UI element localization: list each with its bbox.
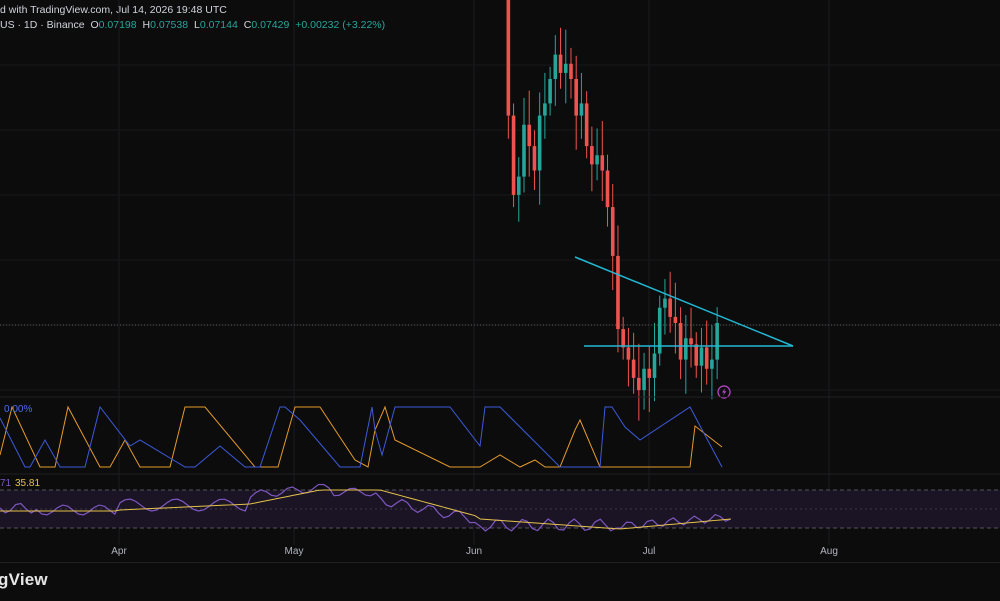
- rsi-line: [0, 483, 732, 532]
- candle-body: [626, 347, 631, 360]
- candle-body: [506, 0, 511, 116]
- candle-body: [710, 359, 714, 369]
- candle-body: [522, 124, 526, 177]
- candle-body: [678, 323, 683, 360]
- brand-logo-text: gView: [0, 570, 48, 589]
- footer-bar: [0, 562, 1000, 601]
- x-tick-apr: Apr: [111, 546, 127, 557]
- close-label: C: [243, 19, 252, 31]
- x-tick-aug: Aug: [820, 546, 838, 557]
- open-label: O: [90, 19, 99, 31]
- oscillator-blue-line: [0, 405, 723, 468]
- high-value: 0.07538: [150, 19, 189, 31]
- candle-body: [532, 146, 537, 171]
- grid-lines: [0, 0, 1000, 545]
- symbol-name[interactable]: US · 1D · Binance: [0, 19, 85, 31]
- change-value: +0.00232 (+3.22%): [295, 19, 386, 31]
- candle-body: [673, 316, 678, 323]
- low-label: L: [194, 19, 200, 31]
- candlesticks: [506, 0, 719, 421]
- lightning-circle-icon[interactable]: [717, 385, 731, 399]
- candle-body: [605, 170, 610, 208]
- candle-body: [668, 298, 672, 317]
- candle-body: [543, 103, 547, 116]
- candle-body: [563, 63, 568, 73]
- close-value: 0.07429: [251, 19, 290, 31]
- candle-body: [558, 54, 563, 73]
- rsi-pane: [0, 483, 732, 532]
- candle-body: [663, 298, 667, 308]
- candle-body: [590, 146, 594, 165]
- candle-body: [616, 255, 620, 330]
- rsi-label-a: 71: [0, 478, 12, 489]
- open-value: 0.07198: [98, 19, 137, 31]
- rsi-label-b: 35.81: [15, 478, 41, 489]
- candle-body: [699, 347, 704, 366]
- candle-body: [657, 307, 662, 354]
- x-tick-jun: Jun: [465, 546, 483, 557]
- symbol-info: US · 1D · Binance O0.07198 H0.07538 L0.0…: [0, 17, 388, 33]
- oscillator-label: 0.00%: [4, 404, 33, 415]
- candle-body: [684, 338, 688, 360]
- candle-body: [548, 79, 552, 104]
- candle-body: [574, 79, 578, 116]
- x-tick-jul: Jul: [642, 546, 656, 557]
- published-text: d with TradingView.com, Jul 14, 2026 19:…: [0, 4, 227, 16]
- candle-body: [704, 347, 709, 369]
- candle-body: [511, 115, 516, 195]
- oscillator-pane: [0, 405, 723, 468]
- candle-body: [516, 176, 521, 195]
- candle-body: [569, 63, 573, 79]
- candle-body: [595, 155, 599, 165]
- candle-body: [621, 329, 625, 348]
- candle-body: [694, 344, 699, 366]
- high-label: H: [142, 19, 151, 31]
- candle-body: [715, 323, 719, 360]
- candle-body: [584, 103, 589, 147]
- published-info: d with TradingView.com, Jul 14, 2026 19:…: [0, 0, 227, 20]
- candle-body: [637, 377, 641, 391]
- candle-body: [579, 103, 584, 116]
- rsi-ma-line: [0, 489, 731, 530]
- candle-body: [553, 54, 558, 79]
- candle-body: [689, 338, 693, 345]
- candle-body: [652, 353, 657, 378]
- candle-body: [537, 115, 542, 171]
- candle-body: [642, 368, 646, 391]
- low-value: 0.07144: [199, 19, 238, 31]
- candle-body: [610, 207, 615, 256]
- oscillator-orange-line: [0, 405, 723, 468]
- x-tick-may: May: [284, 546, 304, 557]
- candle-body: [527, 124, 532, 147]
- candle-body: [647, 368, 652, 378]
- candle-body: [600, 155, 605, 171]
- descending-trendline[interactable]: [574, 256, 794, 347]
- candle-body: [631, 359, 636, 378]
